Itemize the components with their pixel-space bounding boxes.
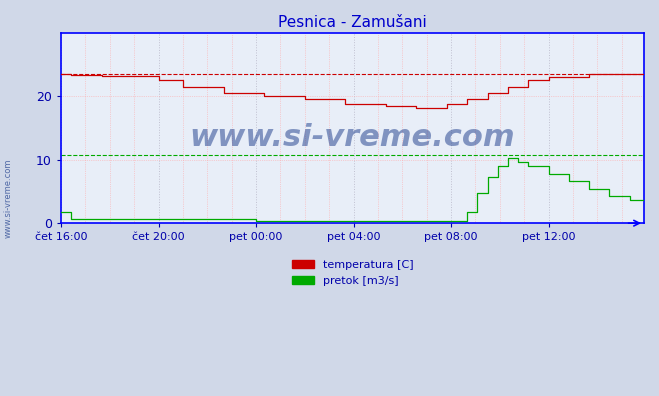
Text: www.si-vreme.com: www.si-vreme.com xyxy=(3,158,13,238)
Text: www.si-vreme.com: www.si-vreme.com xyxy=(190,123,515,152)
Title: Pesnica - Zamušani: Pesnica - Zamušani xyxy=(278,15,427,30)
Legend: temperatura [C], pretok [m3/s]: temperatura [C], pretok [m3/s] xyxy=(287,255,418,290)
